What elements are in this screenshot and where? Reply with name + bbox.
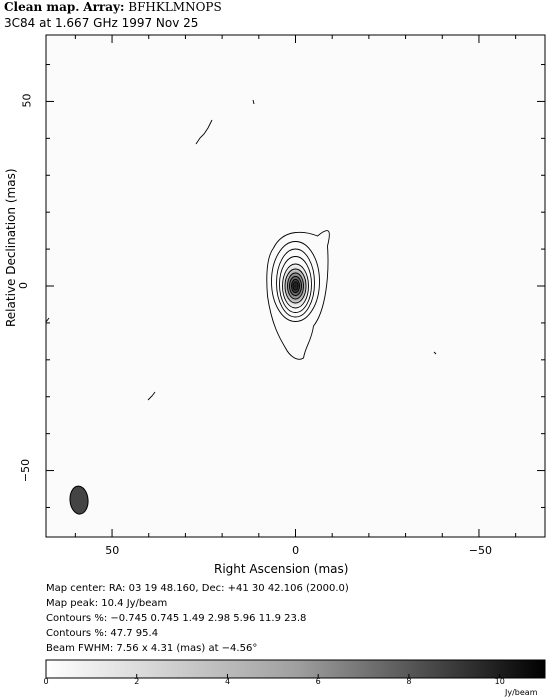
contour-line	[276, 248, 315, 318]
contour-line	[292, 281, 299, 291]
y-tick-label: 50	[20, 93, 34, 108]
x-tick-label: 0	[292, 544, 300, 557]
map-subtitle: 3C84 at 1.667 GHz 1997 Nov 25	[4, 16, 199, 30]
colorbar	[45, 659, 546, 679]
noise-contour	[147, 391, 156, 401]
colorbar-tick-label: 2	[134, 677, 140, 686]
map-title: Clean map. Array: BFHKLMNOPS	[4, 0, 222, 14]
x-axis-label: Right Ascension (mas)	[214, 562, 349, 576]
noise-contour	[195, 119, 213, 145]
intensity-peak	[281, 264, 310, 308]
beam-ellipse	[69, 485, 89, 515]
y-tick-label: 0	[17, 282, 30, 289]
contour-line-outer	[266, 230, 330, 360]
contour-line	[271, 241, 320, 322]
colorbar-unit-label: Jy/beam	[505, 688, 538, 697]
contours-text-1: Contours %: −0.745 0.745 1.49 2.98 5.96 …	[46, 613, 307, 624]
contour-line	[282, 263, 309, 309]
colorbar-tick-label: 10	[494, 677, 505, 686]
colorbar-tick-label: 4	[224, 677, 231, 686]
contour-line	[287, 272, 304, 300]
colorbar-tick-label: 8	[406, 677, 412, 686]
x-tick-label: 50	[105, 544, 120, 557]
contour-line	[284, 268, 307, 304]
map-center-text: Map center: RA: 03 19 48.160, Dec: +41 3…	[46, 583, 349, 594]
colorbar-tick-label: 6	[315, 677, 321, 686]
noise-contour	[433, 351, 437, 355]
map-peak-text: Map peak: 10.4 Jy/beam	[46, 598, 168, 609]
noise-contour	[45, 317, 50, 323]
contour-line	[291, 279, 300, 293]
beam-fwhm-text: Beam FWHM: 7.56 x 4.31 (mas) at −4.56°	[46, 643, 258, 654]
noise-contour	[252, 99, 255, 105]
x-tick-label: −50	[468, 544, 492, 557]
y-tick-label: −50	[19, 458, 33, 482]
y-axis-label: Relative Declination (mas)	[4, 168, 18, 327]
colorbar-tick-label: 0	[43, 677, 49, 686]
contours-text-2: Contours %: 47.7 95.4	[46, 628, 159, 639]
contour-line	[289, 276, 302, 296]
contour-line	[279, 256, 312, 313]
